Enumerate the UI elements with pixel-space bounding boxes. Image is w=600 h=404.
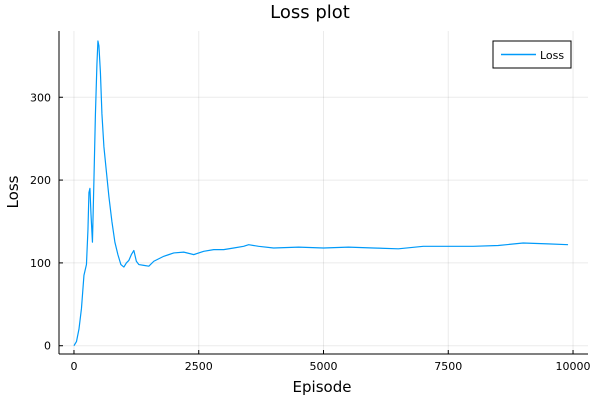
y-tick-label: 300 bbox=[30, 91, 51, 104]
series bbox=[73, 40, 569, 347]
y-axis-label: Loss bbox=[4, 175, 22, 208]
grid bbox=[59, 31, 588, 354]
chart-title: Loss plot bbox=[270, 2, 350, 23]
x-tick-label: 7500 bbox=[434, 360, 462, 373]
x-tick-label: 5000 bbox=[310, 360, 338, 373]
ticks: 0 2500 5000 7500 10000 0 100 200 300 bbox=[30, 91, 591, 373]
y-tick-label: 0 bbox=[44, 340, 51, 353]
series-line-loss bbox=[73, 40, 569, 347]
legend: Loss bbox=[492, 40, 572, 69]
y-tick-label: 200 bbox=[30, 174, 51, 187]
x-axis-label: Episode bbox=[293, 378, 352, 396]
y-tick-label: 100 bbox=[30, 257, 51, 270]
x-tick-label: 10000 bbox=[556, 360, 591, 373]
legend-label: Loss bbox=[540, 49, 564, 62]
x-tick-label: 0 bbox=[70, 360, 77, 373]
x-tick-label: 2500 bbox=[185, 360, 213, 373]
